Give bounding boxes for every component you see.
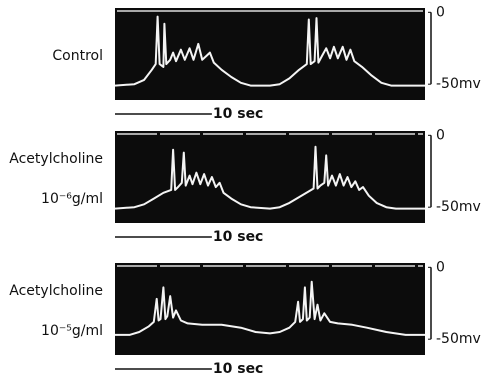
condition-label: Acetylcholine [9,151,103,167]
time-scale-label: 10 sec [213,229,263,245]
condition-label: Control [52,48,103,64]
time-scale-label: 10 sec [213,361,263,377]
figure: Control 0 -50mv 10 sec Acetylcholine 10⁻⁶g/ml… [0,0,492,381]
time-scale-label: 10 sec [213,106,263,122]
condition-label: 10⁻⁶g/ml [41,191,103,207]
condition-label: Acetylcholine [9,283,103,299]
y-tick-label: 0 [436,127,445,143]
condition-label: 10⁻⁵g/ml [41,323,103,339]
y-tick-label: 0 [436,4,445,20]
y-tick-label: -50mv [436,199,481,215]
y-tick-label: -50mv [436,76,481,92]
y-tick-label: 0 [436,259,445,275]
y-tick-label: -50mv [436,331,481,347]
